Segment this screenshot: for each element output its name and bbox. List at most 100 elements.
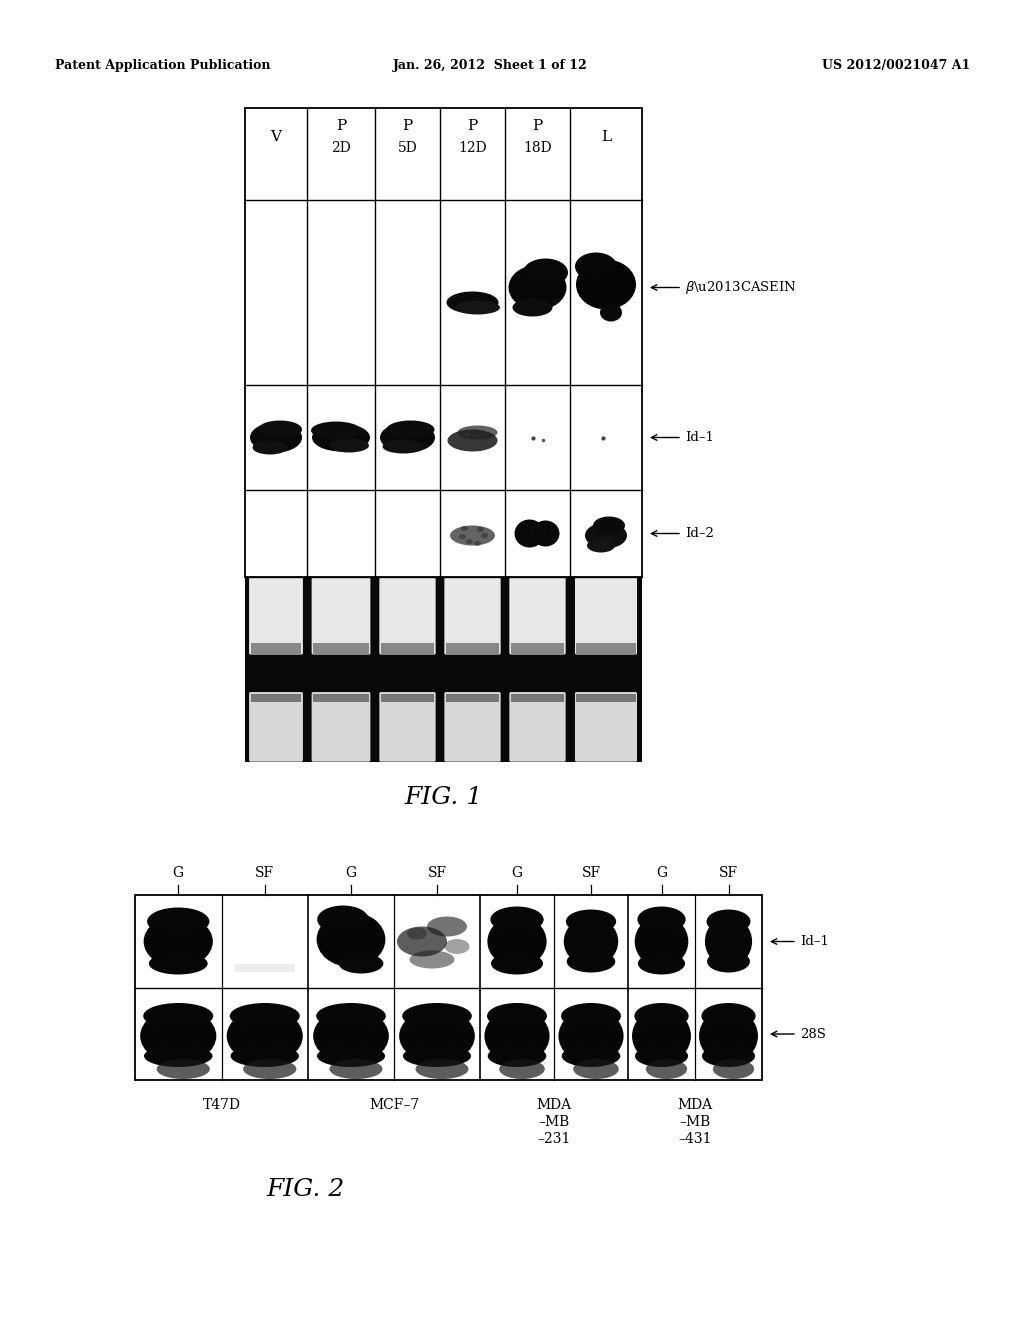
Text: P: P [402,119,413,133]
Text: G: G [173,866,184,880]
FancyBboxPatch shape [379,692,435,762]
Ellipse shape [514,520,545,548]
Ellipse shape [446,292,499,314]
Ellipse shape [143,916,213,968]
Ellipse shape [638,953,685,974]
Ellipse shape [330,1059,383,1078]
Text: Id–1: Id–1 [685,432,714,444]
Text: Patent Application Publication: Patent Application Publication [55,58,270,71]
FancyBboxPatch shape [509,692,565,762]
Bar [245,108,642,577]
Ellipse shape [312,424,370,451]
Ellipse shape [407,928,427,940]
Bar [313,693,369,701]
Ellipse shape [702,1045,755,1067]
Bar [381,693,434,701]
Ellipse shape [147,908,209,936]
Ellipse shape [313,1008,389,1064]
Ellipse shape [157,1059,210,1078]
Ellipse shape [707,909,751,933]
FancyBboxPatch shape [444,578,501,655]
Ellipse shape [575,252,617,281]
Bar [445,643,499,655]
Ellipse shape [465,433,470,437]
FancyBboxPatch shape [575,692,637,762]
Ellipse shape [229,1003,300,1030]
Ellipse shape [600,304,622,322]
Ellipse shape [531,520,559,546]
Text: V: V [270,129,282,144]
Ellipse shape [455,301,500,314]
Ellipse shape [713,1059,754,1078]
Ellipse shape [699,1008,758,1064]
Ellipse shape [461,525,468,531]
Ellipse shape [523,259,568,286]
Bar [135,895,762,1080]
FancyBboxPatch shape [249,692,303,762]
Text: –MB: –MB [679,1115,711,1129]
Text: –MB: –MB [539,1115,569,1129]
Ellipse shape [462,441,468,445]
Ellipse shape [487,1003,547,1030]
Text: Id–2: Id–2 [685,527,714,540]
Ellipse shape [561,1003,621,1030]
Bar [245,577,642,762]
Text: MDA: MDA [678,1098,713,1111]
Ellipse shape [410,950,455,969]
Ellipse shape [564,916,618,966]
Ellipse shape [402,1045,471,1067]
Ellipse shape [399,1008,475,1064]
FancyBboxPatch shape [249,578,303,655]
Ellipse shape [226,1008,303,1064]
Ellipse shape [450,525,495,545]
Ellipse shape [573,1059,618,1078]
Ellipse shape [316,912,385,968]
Ellipse shape [397,927,447,957]
Ellipse shape [459,535,466,539]
Text: MCF–7: MCF–7 [369,1098,419,1111]
Text: G: G [511,866,522,880]
Ellipse shape [230,1045,299,1067]
Ellipse shape [148,953,208,974]
Text: 5D: 5D [397,141,418,154]
Ellipse shape [635,1003,688,1030]
Ellipse shape [635,916,688,968]
Ellipse shape [316,1003,386,1030]
FancyBboxPatch shape [575,578,637,655]
Ellipse shape [447,429,498,451]
Bar [577,643,636,655]
Ellipse shape [490,907,544,932]
Bar [511,643,564,655]
Ellipse shape [558,1008,624,1064]
Bar [251,643,301,655]
Ellipse shape [562,1045,621,1067]
Bar [577,693,636,701]
Text: 28S: 28S [800,1027,826,1040]
Ellipse shape [317,906,369,933]
Text: P: P [532,119,543,133]
Ellipse shape [383,440,425,454]
Text: FIG. 2: FIG. 2 [266,1179,344,1201]
Ellipse shape [490,953,543,974]
Text: MDA: MDA [537,1098,571,1111]
Text: G: G [345,866,356,880]
Ellipse shape [585,523,627,549]
Text: SF: SF [719,866,738,880]
Text: 18D: 18D [523,141,552,154]
Ellipse shape [339,953,383,974]
Text: L: L [601,129,611,144]
Ellipse shape [253,441,288,454]
Text: T47D: T47D [203,1098,241,1111]
Ellipse shape [458,425,498,440]
Ellipse shape [444,939,469,954]
Ellipse shape [380,422,435,453]
Ellipse shape [635,1045,688,1067]
Bar [313,643,369,655]
Ellipse shape [484,438,490,442]
Ellipse shape [566,950,615,973]
Text: FIG. 1: FIG. 1 [404,785,482,808]
Ellipse shape [512,298,553,317]
Text: US 2012/0021047 A1: US 2012/0021047 A1 [821,58,970,71]
Ellipse shape [487,1045,547,1067]
Ellipse shape [632,1008,691,1064]
